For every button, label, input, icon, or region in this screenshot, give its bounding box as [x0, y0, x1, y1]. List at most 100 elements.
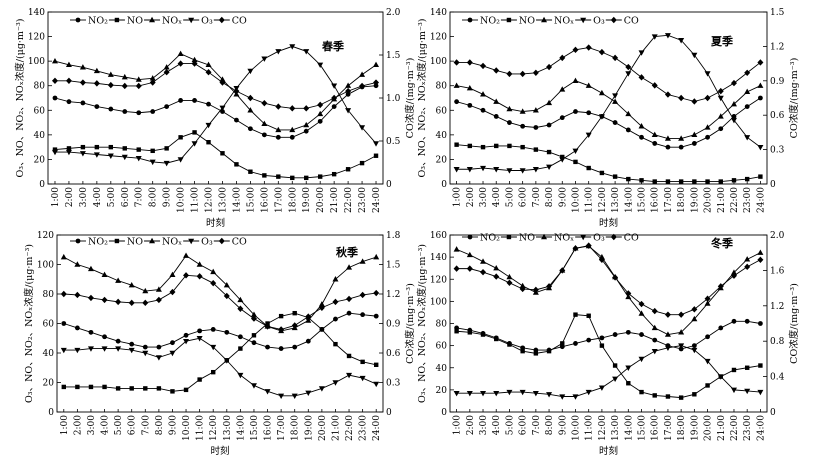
series-line-o3: [456, 345, 761, 397]
data-point-no2: [612, 120, 618, 125]
right-tick-label: 1.2: [770, 42, 784, 52]
data-point-no2: [192, 98, 197, 103]
legend-marker-nox: [149, 16, 156, 23]
data-point-nox: [101, 271, 108, 278]
data-point-o3: [678, 343, 685, 349]
left-tick-label: 20: [34, 155, 46, 165]
x-tick-label: 8:00: [545, 187, 555, 207]
x-tick-label: 10:00: [571, 187, 581, 213]
left-tick-label: 20: [43, 379, 55, 389]
data-point-o3: [210, 344, 217, 351]
data-point-nox: [480, 258, 487, 264]
data-point-no: [251, 333, 257, 338]
data-point-o3: [149, 159, 156, 166]
data-point-nox: [345, 82, 352, 88]
data-point-o3: [250, 383, 257, 389]
data-point-o3: [318, 386, 325, 392]
data-point-co: [678, 311, 685, 318]
data-point-no: [292, 310, 297, 316]
data-point-no2: [718, 126, 724, 132]
data-point-no: [290, 175, 295, 181]
data-point-no2: [136, 110, 142, 116]
series-line-co: [456, 47, 761, 102]
data-point-o3: [87, 346, 94, 352]
data-point-nox: [346, 264, 353, 270]
data-point-co: [744, 263, 751, 271]
left-tick-label: 140: [430, 8, 447, 18]
data-point-co: [196, 273, 203, 280]
data-point-o3: [638, 50, 645, 56]
left-tick-label: 60: [43, 320, 55, 330]
data-point-co: [757, 59, 764, 66]
data-point-no: [665, 179, 671, 184]
x-tick-label: 16:00: [651, 187, 661, 213]
data-point-o3: [730, 387, 737, 394]
data-point-o3: [598, 385, 605, 391]
data-point-no2: [108, 106, 114, 112]
data-point-no2: [275, 134, 281, 140]
x-tick-label: 10:00: [177, 187, 187, 213]
left-axis-title: O₃、NO、NO₂、NOₓ浓度/(μg·m⁻³): [416, 19, 428, 178]
legend-label-nox: NOₓ: [554, 16, 574, 27]
data-point-no2: [102, 334, 107, 340]
data-point-no: [52, 147, 58, 152]
data-point-no2: [178, 98, 184, 103]
data-point-nox: [317, 110, 324, 117]
x-tick-label: 12:00: [205, 187, 215, 213]
left-tick-label: 80: [436, 82, 448, 92]
data-point-nox: [373, 253, 380, 260]
legend-label-o3: O₃: [593, 16, 605, 27]
legend-label-nox: NOₓ: [162, 16, 182, 27]
x-tick-label: 23:00: [358, 187, 368, 213]
data-point-nox: [210, 268, 217, 275]
x-tick-label: 4:00: [93, 187, 103, 207]
data-point-no2: [206, 101, 211, 107]
data-point-o3: [546, 392, 553, 398]
legend-label-o3: O₃: [593, 233, 605, 244]
series-co: [453, 44, 764, 105]
data-point-no: [599, 343, 605, 348]
data-point-co: [691, 98, 698, 105]
series-nox: [453, 242, 764, 337]
data-point-co: [318, 304, 325, 311]
data-point-no: [480, 332, 486, 337]
data-point-nox: [757, 249, 764, 255]
data-point-o3: [625, 71, 632, 77]
data-point-o3: [757, 144, 764, 151]
left-tick-label: 40: [436, 131, 448, 141]
data-point-no2: [454, 99, 460, 105]
series-co: [51, 60, 380, 112]
data-point-nox: [453, 246, 460, 252]
season-title: 冬季: [711, 236, 734, 250]
series-line-o3: [54, 45, 377, 164]
x-tick-label: 13:00: [218, 187, 228, 213]
x-tick-label: 18:00: [291, 415, 301, 441]
data-point-co: [275, 103, 282, 110]
data-point-no: [507, 143, 512, 149]
data-point-no2: [546, 122, 552, 128]
data-point-o3: [317, 62, 324, 69]
x-tick-label: 24:00: [372, 415, 382, 441]
legend-marker-co: [610, 233, 617, 241]
data-point-no: [560, 341, 565, 346]
data-point-co: [559, 267, 566, 274]
data-point-no: [346, 353, 352, 359]
data-point-o3: [142, 350, 149, 357]
left-tick-label: 120: [28, 33, 45, 43]
x-tick-label: 12:00: [598, 415, 608, 441]
series-no: [454, 142, 763, 184]
legend: NO₂ NO NOₓ O₃ CO: [462, 233, 639, 244]
data-point-nox: [664, 135, 671, 141]
x-tick-label: 11:00: [585, 187, 595, 213]
series-line-co: [456, 245, 761, 316]
data-point-nox: [678, 329, 685, 335]
data-point-nox: [177, 50, 184, 56]
data-point-no: [108, 144, 114, 150]
legend-marker-no2: [75, 238, 81, 244]
data-point-co: [149, 79, 156, 86]
x-tick-label: 17:00: [664, 415, 674, 441]
data-point-co: [598, 48, 605, 56]
data-point-co: [223, 292, 230, 300]
data-point-co: [177, 60, 184, 67]
x-tick-label: 14:00: [236, 415, 246, 441]
